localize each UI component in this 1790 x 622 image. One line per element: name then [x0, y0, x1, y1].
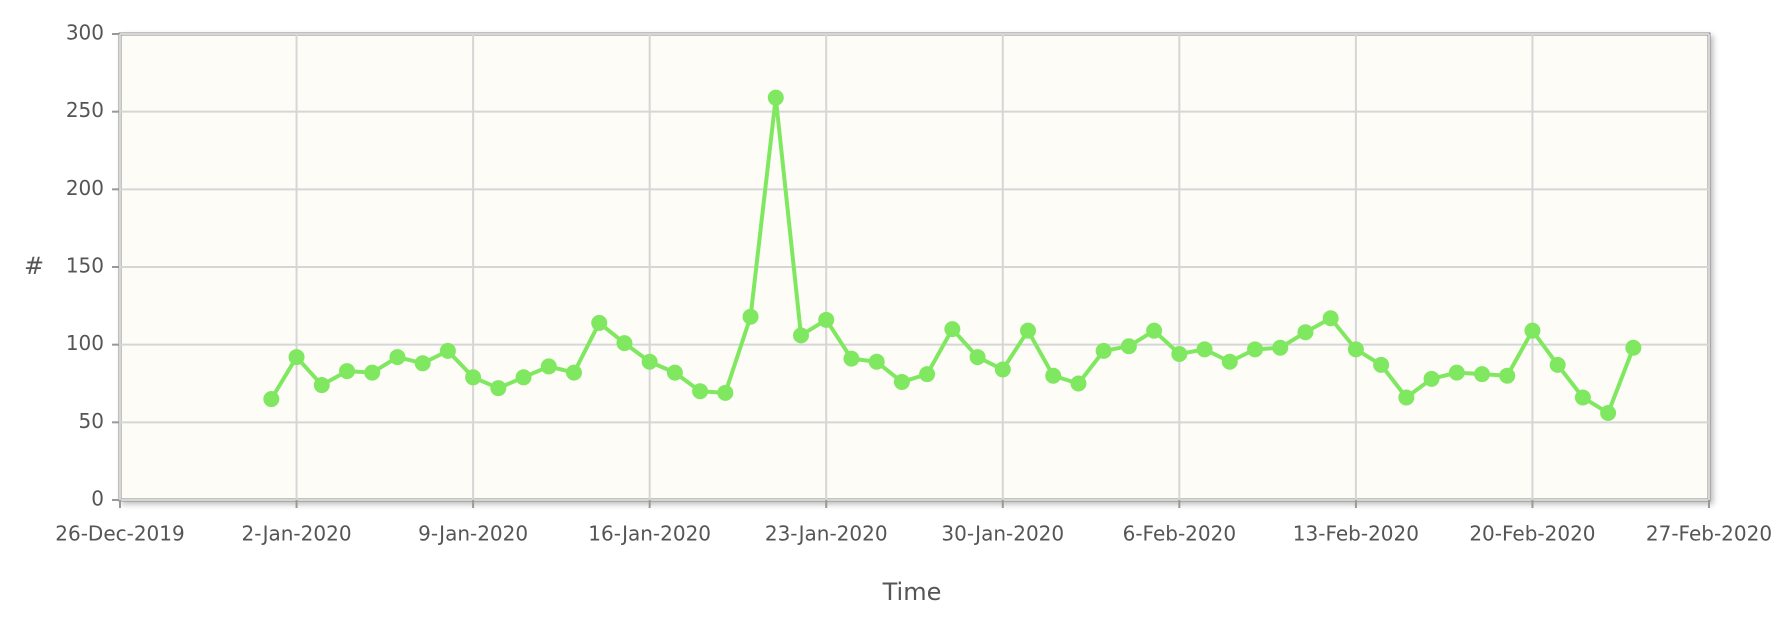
x-tick-label: 6-Feb-2020 — [1123, 522, 1236, 546]
y-tick-label: 150 — [66, 254, 104, 278]
data-point — [1095, 342, 1112, 359]
data-point — [1146, 322, 1163, 339]
data-point — [1247, 341, 1263, 358]
data-point — [339, 363, 355, 380]
data-point — [767, 89, 784, 106]
marks — [263, 89, 1642, 422]
data-point — [944, 321, 961, 338]
data-point — [1499, 367, 1516, 384]
data-point — [1549, 356, 1566, 373]
data-point — [1297, 324, 1314, 341]
data-point — [1045, 367, 1062, 384]
y-tick-label: 300 — [66, 21, 104, 45]
y-tick-label: 0 — [91, 487, 104, 511]
data-point — [414, 355, 431, 372]
data-point — [1120, 338, 1137, 355]
data-point — [288, 349, 305, 366]
data-point — [1347, 341, 1364, 358]
data-point — [263, 391, 280, 408]
data-point — [868, 353, 885, 370]
data-point — [919, 366, 936, 383]
data-point — [843, 350, 860, 367]
data-point — [1272, 339, 1289, 356]
data-point — [313, 377, 330, 394]
x-tick-label: 30-Jan-2020 — [941, 522, 1064, 546]
data-point — [692, 383, 709, 400]
data-point — [742, 308, 759, 325]
x-tick-label: 27-Feb-2020 — [1646, 522, 1772, 546]
y-tick-label: 200 — [66, 176, 104, 200]
x-tick-label: 20-Feb-2020 — [1469, 522, 1595, 546]
data-point — [1020, 322, 1036, 339]
data-point — [616, 335, 633, 352]
data-point — [515, 369, 532, 386]
x-tick-label: 16-Jan-2020 — [588, 522, 711, 546]
data-point — [1600, 405, 1617, 422]
data-point — [666, 364, 683, 381]
data-point — [1574, 389, 1591, 406]
data-point — [893, 373, 910, 390]
data-point — [490, 380, 507, 397]
y-tick-label: 100 — [66, 331, 104, 355]
data-point — [364, 364, 381, 381]
data-point — [994, 361, 1011, 378]
data-point — [717, 384, 734, 401]
data-point — [793, 327, 809, 344]
data-point — [1524, 322, 1541, 339]
data-point — [1625, 339, 1642, 356]
data-point — [969, 349, 986, 366]
data-point — [566, 364, 582, 381]
y-tick-label: 250 — [66, 98, 104, 122]
data-point — [1221, 353, 1238, 370]
x-tick-label: 13-Feb-2020 — [1293, 522, 1419, 546]
data-point — [1423, 370, 1440, 387]
data-point — [465, 369, 482, 386]
data-point — [1373, 356, 1390, 373]
data-point — [1171, 345, 1188, 362]
data-point — [641, 353, 658, 370]
data-point — [389, 349, 406, 366]
data-point — [439, 342, 456, 359]
data-point — [540, 358, 557, 375]
data-point — [818, 311, 835, 328]
y-axis-label: # — [24, 252, 44, 280]
x-tick-label: 26-Dec-2019 — [55, 522, 184, 546]
data-point — [1070, 375, 1087, 392]
x-tick-label: 23-Jan-2020 — [765, 522, 888, 546]
y-tick-label: 50 — [79, 409, 104, 433]
data-point — [1196, 341, 1213, 358]
data-point — [591, 314, 608, 331]
grid: 0 50 100 150 200 250 300 26-Dec-2019 2-Jan-2020 9… — [55, 21, 1772, 546]
data-point — [1448, 364, 1465, 381]
x-tick-label: 9-Jan-2020 — [418, 522, 528, 546]
data-point — [1322, 310, 1339, 327]
x-axis-label: Time — [882, 578, 942, 606]
data-point — [1474, 366, 1490, 383]
data-point — [1398, 389, 1415, 406]
x-tick-label: 2-Jan-2020 — [242, 522, 352, 546]
